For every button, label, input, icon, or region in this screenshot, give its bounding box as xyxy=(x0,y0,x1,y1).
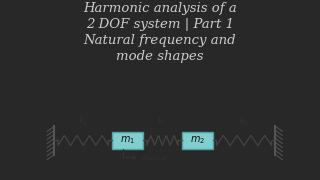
Text: $k_1$: $k_1$ xyxy=(78,116,88,128)
Text: $F1\sin\omega t$: $F1\sin\omega t$ xyxy=(141,154,168,162)
Text: $m_2$: $m_2$ xyxy=(190,134,205,146)
Bar xyxy=(112,132,143,148)
Text: $k_2$: $k_2$ xyxy=(239,116,249,128)
Text: $k_c$: $k_c$ xyxy=(157,116,167,128)
Text: Harmonic analysis of a
2 DOF system | Part 1
Natural frequency and
mode shapes: Harmonic analysis of a 2 DOF system | Pa… xyxy=(83,2,237,63)
Bar xyxy=(182,132,213,148)
Text: $m_1$: $m_1$ xyxy=(120,134,135,146)
